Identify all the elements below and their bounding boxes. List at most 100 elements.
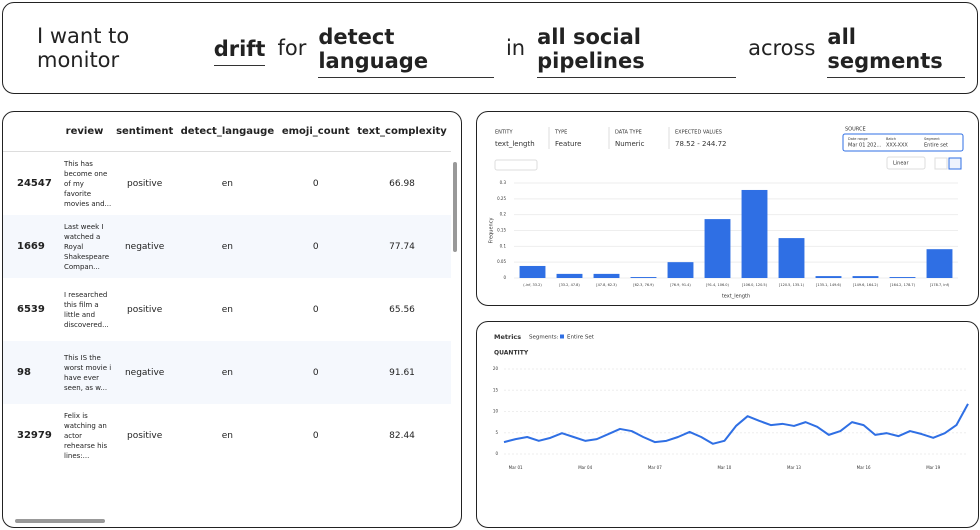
selector[interactable]: drift bbox=[213, 37, 266, 66]
table: review sentiment detect_langauge emoji_coun… bbox=[3, 112, 451, 467]
cell: 32979 bbox=[17, 430, 52, 441]
cell: 0 bbox=[312, 430, 319, 441]
cell: en bbox=[221, 304, 233, 315]
cell: negative bbox=[113, 215, 177, 278]
search[interactable] bbox=[494, 159, 538, 171]
scrollbar[interactable] bbox=[15, 519, 105, 523]
histogram: ENTITY text_length TYPE Feature DATA TYPE Num… bbox=[489, 127, 964, 300]
cell: negative bbox=[113, 341, 177, 404]
y-tick-label: 0.25 bbox=[497, 196, 506, 201]
source-label: Segment bbox=[924, 137, 940, 141]
cell: I researched this film a little and disc… bbox=[64, 290, 109, 329]
chart-title: QUANTITY bbox=[494, 350, 529, 357]
x-axis-label: text_length bbox=[722, 294, 750, 300]
metrics-panel: Metrics Segments: Entire Set QUANTITY 0 5 10 15… bbox=[476, 321, 979, 528]
cell: Last week I watched a Royal Shakespeare … bbox=[56, 215, 113, 278]
selector[interactable]: detect language bbox=[318, 25, 494, 78]
bar bbox=[593, 273, 620, 278]
bar bbox=[630, 277, 657, 278]
view-toggle bbox=[934, 157, 948, 170]
x-tick-label: Mar 10 bbox=[717, 465, 731, 470]
cell: en bbox=[176, 215, 279, 278]
cell: 91.61 bbox=[353, 341, 451, 404]
y-tick-label: 15 bbox=[493, 387, 499, 392]
selector[interactable]: all social pipelines bbox=[537, 25, 737, 78]
query-sentence: I want to monitor drift for detect langu… bbox=[2, 2, 978, 94]
text: for bbox=[277, 36, 307, 60]
bar bbox=[556, 273, 583, 278]
cell: 0 bbox=[312, 178, 319, 189]
x-tick-label: [178.7, inf) bbox=[930, 283, 950, 287]
cell: positive bbox=[126, 178, 163, 189]
x-tick-label: [76.9, 91.4) bbox=[670, 283, 691, 287]
cell: Felix is watching an actor rehearse his … bbox=[64, 411, 108, 460]
bar bbox=[889, 277, 916, 278]
row: 6539 I researched this film a little and … bbox=[3, 278, 451, 341]
scrollbar[interactable] bbox=[453, 162, 457, 252]
y-tick-label: 0 bbox=[495, 451, 498, 456]
cell: en bbox=[221, 430, 233, 441]
data-table: review sentiment detect_langauge emoji_coun… bbox=[2, 111, 462, 528]
x-tick-label: [106.0, 120.5) bbox=[742, 283, 768, 287]
legend-swatch bbox=[560, 334, 564, 339]
y-tick-label: 0.15 bbox=[497, 228, 506, 233]
y-tick-label: 0.2 bbox=[500, 212, 507, 217]
field-label: DATA TYPE bbox=[615, 130, 642, 136]
bar bbox=[667, 262, 694, 278]
field-label: EXPECTED VALUES bbox=[675, 130, 722, 136]
source-label: Date range bbox=[848, 137, 868, 141]
header-cell: text_complexity bbox=[353, 112, 451, 152]
bar bbox=[741, 189, 768, 278]
cell: positive bbox=[126, 304, 163, 315]
tab: Segments: bbox=[529, 335, 559, 341]
source-title: SOURCE bbox=[845, 127, 866, 133]
x-tick-label: Mar 16 bbox=[857, 465, 871, 470]
header-cell bbox=[3, 112, 56, 152]
histogram-panel: ENTITY text_length TYPE Feature DATA TYPE Num… bbox=[476, 111, 979, 306]
cell: positive bbox=[126, 430, 163, 441]
line-chart: Metrics Segments: Entire Set QUANTITY 0 5 10 15… bbox=[493, 333, 969, 470]
dropdown-value: Linear bbox=[893, 161, 909, 167]
tab[interactable]: Metrics bbox=[494, 333, 521, 341]
x-tick-label: Mar 04 bbox=[578, 465, 592, 470]
header-cell: review bbox=[56, 112, 113, 152]
field-value: text_length bbox=[495, 140, 535, 148]
bar bbox=[519, 265, 546, 278]
x-tick-label: [120.5, 135.1) bbox=[779, 283, 805, 287]
source-value: Entire set bbox=[924, 143, 948, 149]
x-tick-label: [33.2, 47.8) bbox=[559, 283, 580, 287]
cell: 66.98 bbox=[389, 178, 415, 189]
source-value: Mar 01 202... bbox=[848, 143, 882, 149]
x-tick-label: Mar 07 bbox=[648, 465, 662, 470]
field-label: TYPE bbox=[554, 130, 567, 136]
source-box bbox=[842, 133, 964, 152]
y-tick-label: 0.05 bbox=[497, 259, 506, 264]
x-tick-label: Mar 13 bbox=[787, 465, 801, 470]
cell: 77.74 bbox=[353, 215, 451, 278]
view-toggle bbox=[948, 157, 962, 170]
selector[interactable]: all segments bbox=[827, 25, 965, 78]
row: 24547 This has become one of my favorite … bbox=[3, 152, 451, 216]
x-tick-label: Mar 01 bbox=[509, 465, 523, 470]
cell: 98 bbox=[3, 341, 56, 404]
bar bbox=[852, 276, 879, 278]
x-tick-label: [91.4, 106.0) bbox=[706, 283, 729, 287]
x-tick-label: (-inf, 33.2) bbox=[523, 283, 542, 287]
dropdown[interactable] bbox=[886, 156, 926, 170]
cell: This has become one of my favorite movie… bbox=[64, 159, 112, 208]
bar bbox=[778, 238, 805, 278]
y-tick-label: 20 bbox=[493, 366, 499, 371]
header-cell: emoji_count bbox=[278, 112, 354, 152]
y-tick-label: 10 bbox=[493, 409, 499, 414]
y-tick-label: 0.1 bbox=[500, 243, 507, 248]
x-tick-label: [47.8, 62.3) bbox=[596, 283, 617, 287]
header-cell: sentiment bbox=[113, 112, 177, 152]
bar bbox=[704, 219, 731, 278]
field-label: ENTITY bbox=[495, 130, 513, 136]
cell: 6539 bbox=[17, 304, 45, 315]
field-value: 78.52 - 244.72 bbox=[675, 140, 727, 148]
row: 32979 Felix is watching an actor rehearse… bbox=[3, 404, 451, 467]
cell: 0 bbox=[278, 215, 354, 278]
source-value: XXX-XXX bbox=[886, 143, 908, 149]
